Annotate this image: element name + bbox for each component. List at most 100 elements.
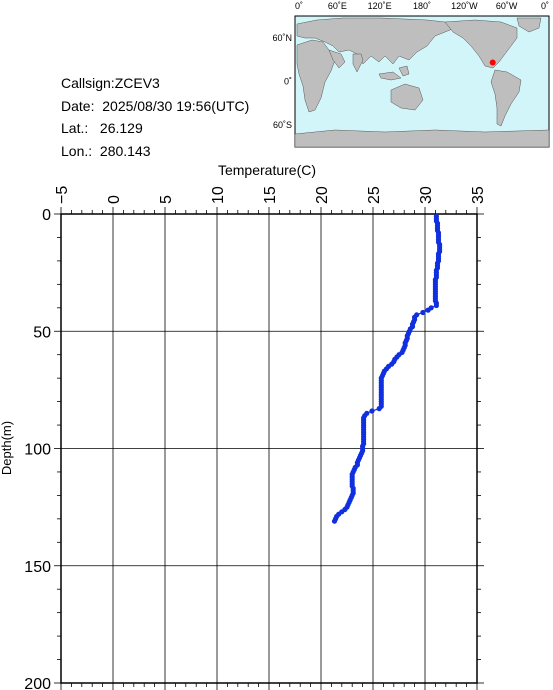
profile-point bbox=[364, 410, 370, 416]
profile-point bbox=[434, 223, 441, 229]
profile-point bbox=[351, 467, 357, 473]
profile-point bbox=[378, 396, 384, 402]
profile-point bbox=[402, 340, 408, 346]
profile-point bbox=[403, 338, 409, 344]
profile-point bbox=[348, 495, 354, 501]
profile-point bbox=[414, 312, 420, 318]
profile-point bbox=[350, 485, 356, 491]
map-lon-label: 0˚ bbox=[541, 1, 549, 11]
map-lon-label: 60˚E bbox=[328, 1, 347, 11]
map-lon-label: 60˚W bbox=[496, 1, 518, 11]
profile-point bbox=[437, 244, 443, 250]
profile-point bbox=[435, 237, 442, 243]
profile-point bbox=[383, 366, 390, 372]
profile-point bbox=[432, 298, 438, 304]
ship-position-marker bbox=[489, 59, 496, 66]
x-tick-label: 25 bbox=[366, 186, 383, 204]
profile-point bbox=[386, 363, 392, 369]
profile-point bbox=[432, 284, 438, 290]
profile-point bbox=[407, 326, 413, 332]
profile-point bbox=[435, 239, 442, 245]
profile-point bbox=[355, 457, 361, 463]
profile-point bbox=[400, 347, 406, 353]
profile-point bbox=[432, 277, 438, 283]
profile-point bbox=[432, 286, 438, 292]
profile-point bbox=[437, 246, 443, 252]
profile-point bbox=[378, 375, 384, 381]
location-map: 0˚ 60˚E 120˚E 180˚ 120˚W 60˚W 0˚ 60˚N 0˚ 60˚S bbox=[272, 1, 550, 148]
profile-point bbox=[411, 319, 417, 325]
profile-point bbox=[433, 216, 439, 222]
profile-point bbox=[437, 241, 443, 248]
profile-point bbox=[349, 492, 355, 498]
profile-point bbox=[435, 258, 442, 264]
profile-point bbox=[357, 452, 364, 459]
profile-point bbox=[361, 427, 367, 433]
profile-point bbox=[349, 474, 355, 480]
profile-point bbox=[378, 394, 384, 400]
profile-point bbox=[354, 460, 360, 466]
profile-point bbox=[333, 516, 339, 522]
longitude-text: Lon.: 280.143 bbox=[61, 142, 151, 159]
profile-point bbox=[396, 352, 402, 358]
profile-point bbox=[394, 354, 400, 360]
profile-point bbox=[345, 502, 351, 508]
profile-point bbox=[361, 417, 367, 423]
profile-point bbox=[350, 488, 356, 494]
profile-point bbox=[381, 368, 387, 374]
profile-point bbox=[404, 335, 410, 341]
profile-point bbox=[402, 342, 408, 348]
profile-point bbox=[434, 227, 441, 233]
profile-point bbox=[437, 248, 443, 255]
x-tick-label: 10 bbox=[210, 186, 227, 204]
y-tick-labels: 0 50 100 150 200 bbox=[24, 207, 51, 690]
profile-point bbox=[401, 345, 407, 351]
profile-point bbox=[349, 476, 355, 482]
map-left-labels: 60˚N 0˚ 60˚S bbox=[272, 33, 292, 130]
profile-point bbox=[435, 253, 442, 259]
profile-point bbox=[389, 361, 395, 367]
profile-point bbox=[420, 309, 426, 316]
profile-point bbox=[434, 225, 441, 231]
profile-point bbox=[405, 331, 411, 337]
map-lat-label: 60˚N bbox=[272, 33, 292, 43]
profile-point bbox=[360, 445, 366, 452]
profile-point bbox=[406, 328, 412, 334]
x-tick-label: 35 bbox=[470, 186, 487, 204]
profile-point bbox=[346, 499, 352, 505]
x-tick-label: 5 bbox=[158, 195, 175, 204]
y-tick-label: 50 bbox=[33, 324, 51, 341]
profile-point bbox=[361, 420, 367, 426]
profile-point bbox=[378, 384, 384, 391]
station-info: Callsign:ZCEV3 Date: 2025/08/30 19:56(UT… bbox=[61, 72, 249, 162]
profile-point bbox=[435, 230, 442, 236]
profile-point bbox=[433, 218, 439, 224]
profile-point bbox=[409, 321, 416, 327]
profile-point bbox=[378, 392, 384, 398]
x-tick-label: 30 bbox=[418, 186, 435, 204]
map-lat-label: 60˚S bbox=[273, 120, 292, 130]
profile-point bbox=[350, 490, 356, 496]
profile-point bbox=[379, 373, 385, 379]
profile-point bbox=[433, 213, 439, 219]
profile-point bbox=[369, 408, 375, 414]
profile-point bbox=[361, 438, 367, 445]
profile-point bbox=[378, 399, 384, 405]
profile-point bbox=[331, 518, 338, 524]
profile-point bbox=[349, 481, 355, 487]
profile-point bbox=[432, 293, 438, 299]
profile-point bbox=[435, 234, 442, 240]
profile-point bbox=[378, 382, 384, 388]
profile-point bbox=[434, 263, 441, 269]
profile-point bbox=[425, 307, 431, 313]
profile-point bbox=[361, 434, 367, 440]
map-lon-label: 120˚W bbox=[451, 1, 478, 11]
profile-point bbox=[404, 333, 410, 339]
profile-point bbox=[428, 305, 434, 311]
profile-point bbox=[354, 462, 360, 468]
y-tick-label: 100 bbox=[24, 442, 51, 459]
profile-point bbox=[435, 232, 442, 238]
grid bbox=[60, 213, 478, 684]
profile-point bbox=[433, 302, 439, 309]
profile-point bbox=[352, 464, 358, 470]
